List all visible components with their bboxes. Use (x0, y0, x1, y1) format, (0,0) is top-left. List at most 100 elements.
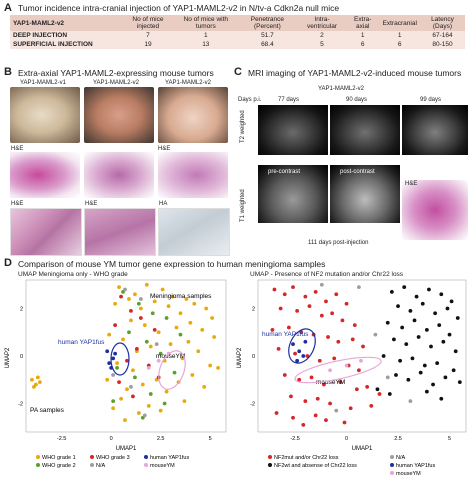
scatter-point (158, 408, 163, 413)
tumor-photo-v1 (10, 87, 80, 143)
table-header-cell: Extracranial (382, 19, 417, 27)
scatter-point (344, 363, 349, 368)
scatter-point (32, 384, 36, 389)
construct-label: YAP1-MAML2-v2 (318, 86, 364, 92)
scatter-point (121, 337, 125, 342)
scatter-point (148, 344, 153, 349)
scatter-point (439, 292, 444, 297)
scatter-point (424, 327, 429, 332)
legend-dot (90, 455, 94, 459)
scatter-point (146, 365, 151, 370)
scatter-point (406, 377, 411, 382)
legend-dot (90, 463, 94, 467)
ha-zoom-v2b (158, 208, 230, 256)
scatter-point (202, 384, 207, 389)
legend-label: WHO grade 2 (42, 463, 76, 469)
table-header-cell: Latency (Days) (431, 16, 454, 30)
scatter-point (156, 330, 161, 335)
scatter-point (361, 344, 365, 349)
mouseym-ellipse (158, 350, 186, 390)
scatter-point (429, 344, 433, 349)
y-tick-label: 0 (20, 354, 23, 360)
scatter-point (133, 292, 137, 297)
scatter-point (140, 382, 145, 387)
scatter-point (282, 373, 287, 377)
x-tick-label: -2.5 (57, 436, 66, 442)
scatter-point (172, 370, 177, 375)
scatter-point (35, 375, 40, 380)
scatter-point (410, 356, 415, 361)
scatter-point (105, 377, 110, 382)
scatter-point (127, 297, 131, 301)
scatter-point (322, 382, 326, 387)
table-cell: 7 (146, 32, 150, 39)
scatter-point (190, 373, 195, 377)
scatter-point (138, 297, 143, 301)
scatter-point (330, 311, 335, 316)
legend-dot (390, 455, 394, 459)
legend-dot (268, 463, 272, 467)
scatter-point (115, 365, 119, 370)
panel-c-label: C (234, 66, 242, 78)
scatter-point (400, 325, 405, 330)
scatter-point (216, 365, 220, 370)
x-tick-label: 2.5 (157, 436, 165, 442)
incidence-table: YAP1-MAML2-v2 No of mice injected No of … (10, 15, 465, 49)
plot-frame (25, 279, 227, 433)
mri-t2-99 (402, 105, 468, 155)
legend-label: mouseYM (150, 463, 175, 469)
scatter-point (336, 339, 341, 344)
annotation-human-yap1fus: human YAP1fus (58, 339, 105, 346)
annotation-mouseym: mouseYM (316, 379, 345, 386)
scatter-point (174, 325, 179, 330)
scatter-point (125, 358, 129, 363)
scatter-point (303, 339, 308, 344)
scatter-point (307, 304, 312, 309)
x-axis-label: UMAP1 (352, 446, 373, 452)
scatter-point (313, 289, 318, 294)
scatter-point (340, 318, 345, 323)
scatter-point (138, 316, 143, 320)
scatter-point (381, 354, 386, 358)
table-header-cell: Intra-ventricular (306, 16, 337, 30)
table-cell: 2 (320, 32, 324, 39)
scatter-point (142, 413, 147, 418)
annotation-mouseym: mouseYM (156, 353, 185, 360)
legend-label: mouseYM (396, 471, 421, 477)
scatter-point (319, 313, 324, 318)
scatter-point (449, 299, 454, 304)
table-header-row: YAP1-MAML2-v2 No of mice injected No of … (10, 15, 465, 31)
legend-dot (268, 455, 272, 459)
scatter-point (332, 356, 337, 361)
panel-a-title: Tumor incidence intra-cranial injection … (18, 3, 340, 13)
scatter-point (192, 301, 197, 306)
scatter-point (394, 373, 398, 377)
post-contrast-label: post-contrast (340, 169, 375, 175)
scatter-point (154, 342, 159, 347)
legend-dot (144, 463, 148, 467)
scatter-point (105, 349, 110, 354)
scatter-point (144, 339, 149, 344)
scatter-point (166, 304, 171, 309)
panel-c-title: MRI imaging of YAP1-MAML2-v2-induced mou… (248, 68, 462, 78)
scatter-point (131, 368, 135, 373)
table-cell: 6 (360, 41, 365, 48)
scatter-point (278, 306, 283, 311)
he-label: H&E (405, 181, 418, 187)
scatter-point (412, 318, 417, 323)
post-injection-label: 111 days post-injection (308, 240, 369, 246)
plot-frame (257, 279, 467, 433)
scatter-point (422, 363, 427, 368)
scatter-point (150, 311, 155, 316)
table-cell: 19 (144, 41, 152, 48)
scatter-point (188, 320, 193, 325)
scatter-point (387, 392, 392, 396)
column-label-v2b: YAP1-MAML2-v2 (165, 80, 211, 86)
scatter-point (196, 349, 201, 354)
scatter-point (113, 301, 118, 306)
scatter-point (111, 356, 116, 361)
table-cell: 51.7 (261, 32, 274, 39)
table-cell: 1 (203, 32, 208, 39)
scatter-point (37, 380, 42, 385)
scatter-point (123, 418, 127, 423)
